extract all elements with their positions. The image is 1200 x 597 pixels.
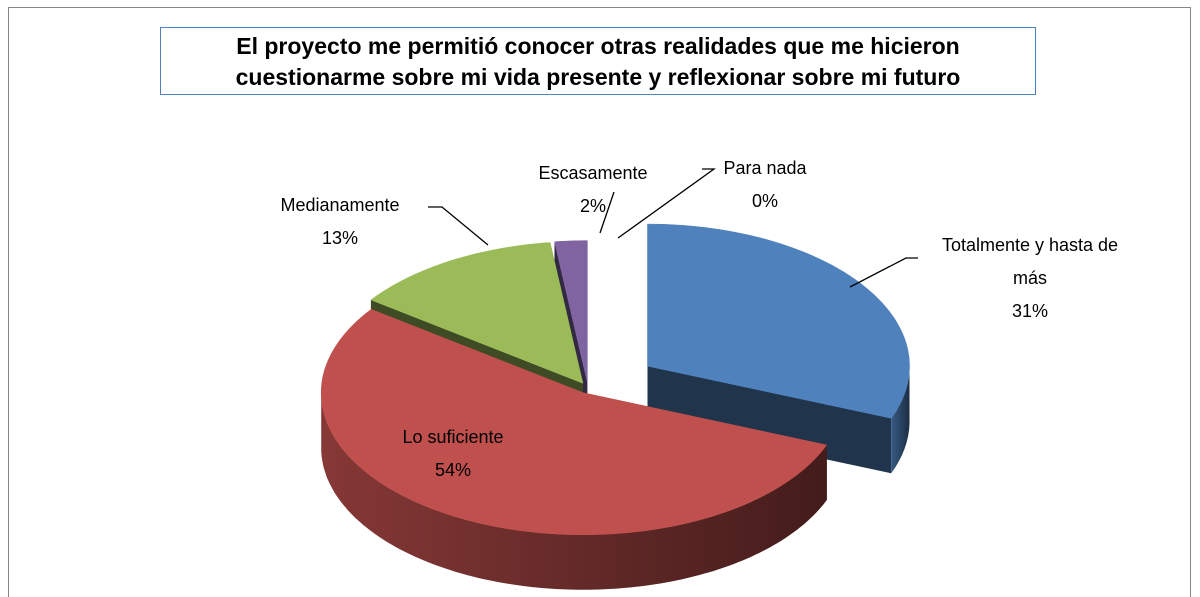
slice-wall — [647, 366, 892, 474]
pie-slice — [554, 240, 588, 383]
category-label: Medianamente — [280, 195, 400, 215]
chart-title: El proyecto me permitió conocer otras re… — [160, 27, 1036, 95]
data-label: Lo suficiente 54% — [363, 421, 543, 487]
category-label: Lo suficiente — [402, 427, 504, 447]
leader-line — [849, 257, 918, 288]
value-label: 2% — [579, 196, 606, 216]
leader-line — [617, 168, 717, 239]
leader-line — [599, 191, 615, 234]
pie-slice — [647, 223, 910, 419]
leader-line — [428, 206, 489, 246]
category-label: Totalmente y hasta de más — [941, 235, 1119, 288]
data-label: Medianamente 13% — [250, 189, 430, 255]
value-label: 13% — [321, 228, 359, 248]
chart-frame — [8, 7, 1191, 597]
pie-slice — [320, 309, 828, 535]
data-label: Escasamente 2% — [503, 157, 683, 223]
data-label: Totalmente y hasta de más 31% — [940, 229, 1120, 328]
category-label: Para nada — [723, 158, 807, 178]
slice-side — [321, 392, 827, 590]
pie-slice — [370, 242, 584, 384]
value-label: 0% — [751, 191, 778, 211]
value-label: 31% — [1011, 301, 1049, 321]
data-label: Para nada 0% — [695, 152, 835, 218]
value-label: 54% — [434, 460, 472, 480]
category-label: Escasamente — [538, 163, 648, 183]
